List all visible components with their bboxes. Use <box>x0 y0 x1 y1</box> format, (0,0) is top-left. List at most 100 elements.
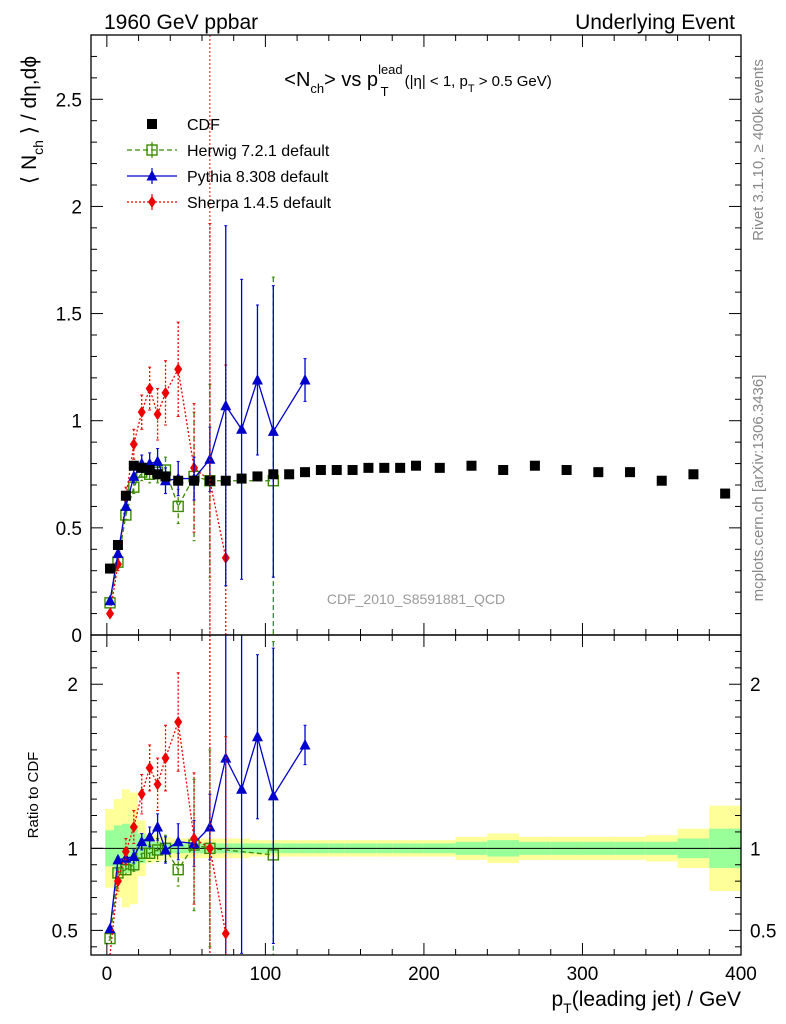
ratio-point <box>136 835 148 847</box>
ratio-point <box>267 789 279 801</box>
x-tick-label: 400 <box>725 964 757 985</box>
ratio-point <box>128 850 140 862</box>
ratio-point <box>190 832 199 845</box>
axes-ticks: 0 100 200 300 400 0 0.5 1 1.5 2 2.5 0.5 0.5 1 1 2 2 <box>52 35 776 985</box>
main-point <box>625 467 636 478</box>
main-point <box>220 399 232 411</box>
legend-label: CDF <box>187 117 220 134</box>
main-line <box>109 469 274 603</box>
ratio-point <box>129 821 138 833</box>
ratio-point <box>144 830 156 842</box>
ratio-point <box>221 927 230 940</box>
legend-marker <box>148 196 156 208</box>
ratio-panel-frame <box>90 634 742 956</box>
main-point <box>120 500 132 511</box>
ratio-point <box>153 778 162 791</box>
main-point <box>331 465 342 475</box>
ratio-y-tick-label-left: 1 <box>67 839 78 860</box>
main-point <box>284 469 295 480</box>
legend-marker <box>146 144 158 156</box>
main-point <box>204 453 216 464</box>
legend-marker <box>146 170 158 181</box>
main-point <box>688 469 699 480</box>
main-point <box>656 475 667 486</box>
legend-entry-herwig: Herwig 7.2.1 default <box>127 142 330 160</box>
legend-entry-sherpa: Sherpa 1.4.5 default <box>127 194 332 212</box>
ratio-point <box>172 835 184 847</box>
x-tick-label: 100 <box>250 964 282 985</box>
ratio-y-tick-label-right: 0.5 <box>750 921 776 942</box>
main-point <box>120 490 131 501</box>
main-point <box>220 475 231 486</box>
x-tick-label: 300 <box>567 964 599 985</box>
ratio-point <box>152 821 164 832</box>
main-point <box>105 563 116 574</box>
main-point <box>529 460 540 471</box>
main-point <box>104 594 116 606</box>
y-tick-label: 1.5 <box>56 305 82 326</box>
ratio-point <box>204 821 216 832</box>
y-tick-label: 1 <box>71 412 82 433</box>
main-series-cdf <box>105 460 731 574</box>
legend-label: Sherpa 1.4.5 default <box>187 195 332 212</box>
main-point <box>236 423 248 434</box>
main-series-pythia <box>104 225 311 606</box>
legend-label: Pythia 8.308 default <box>187 169 329 186</box>
main-point <box>267 425 279 436</box>
main-point <box>174 363 183 376</box>
header-left-text: 1960 GeV ppbar <box>104 11 258 34</box>
main-point <box>299 374 311 385</box>
main-point <box>137 406 146 419</box>
main-point <box>128 460 139 471</box>
main-point <box>498 465 509 475</box>
main-point <box>173 475 184 486</box>
main-point <box>347 465 358 475</box>
ratio-point <box>236 783 248 794</box>
main-point <box>300 467 311 478</box>
main-point <box>161 386 170 399</box>
main-panel-data <box>104 223 731 635</box>
legend-entry-pythia: Pythia 8.308 default <box>127 168 329 186</box>
x-tick-label: 200 <box>408 964 440 985</box>
ratio-point <box>113 875 122 888</box>
main-point <box>561 465 572 475</box>
main-point <box>466 460 477 471</box>
main-point <box>236 473 247 484</box>
main-point <box>251 374 263 385</box>
y-tick-label: 0.5 <box>56 519 82 540</box>
ratio-point <box>145 761 154 774</box>
y-tick-label: 2.5 <box>56 90 82 111</box>
header-right-text: Underlying Event <box>575 11 735 34</box>
ratio-point <box>112 853 124 865</box>
ratio-point <box>251 730 263 742</box>
main-point <box>379 462 390 473</box>
ratio-point <box>160 843 172 855</box>
main-point <box>106 607 115 620</box>
ratio-y-tick-label-right: 2 <box>750 675 761 696</box>
ratio-point <box>143 847 156 859</box>
main-point <box>145 382 154 395</box>
main-point <box>112 540 123 550</box>
ratio-y-tick-label-right: 1 <box>750 839 761 860</box>
legend-entry-cdf: CDF <box>147 117 220 134</box>
main-series-sherpa <box>106 223 230 635</box>
x-tick-label: 0 <box>102 964 113 985</box>
legend-label: Herwig 7.2.1 default <box>187 143 330 160</box>
main-point <box>153 408 162 421</box>
main-point <box>144 465 155 475</box>
main-point <box>411 460 421 471</box>
main-point <box>720 488 731 499</box>
ratio-y-tick-label-left: 0.5 <box>52 921 78 942</box>
x-axis-label: pT(leading jet) / GeV <box>551 988 741 1016</box>
ratio-point <box>299 738 311 750</box>
ratio-point <box>161 752 170 765</box>
main-point <box>395 462 406 473</box>
main-point <box>268 469 279 480</box>
rivet-label: Rivet 3.1.10, ≥ 400k events <box>750 59 767 241</box>
ratio-point <box>121 845 130 858</box>
main-point <box>434 462 445 473</box>
main-point <box>152 455 164 466</box>
ratio-point <box>104 932 116 945</box>
ratio-point <box>172 863 184 876</box>
